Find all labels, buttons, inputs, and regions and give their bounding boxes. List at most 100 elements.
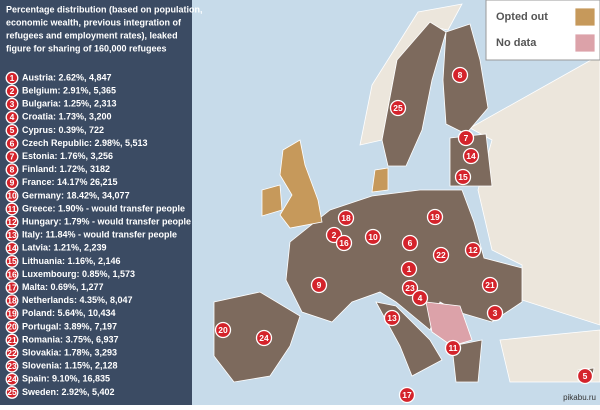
item-number: 24 [7,374,17,384]
item-text: Croatia: 1.73%, 3,200 [22,112,112,122]
item-number: 5 [10,125,15,135]
item-badge [5,268,19,281]
map-marker [411,289,429,307]
map-marker-label: 7 [464,133,469,143]
map-marker [335,234,353,252]
item-number: 4 [10,112,15,122]
item-text: Latvia: 1.21%, 2,239 [22,243,107,253]
map-marker-label: 9 [317,280,322,290]
map-marker-label: 16 [339,238,349,248]
item-number: 22 [7,348,17,358]
land-opted-out [371,167,389,193]
map-marker [398,386,416,404]
item-text: Netherlands: 4.35%, 8,047 [22,295,133,305]
map-marker [337,209,355,227]
map-marker [255,329,273,347]
item-text: Belgium: 2.91%, 5,365 [22,85,116,95]
map-marker [364,228,382,246]
map-marker-label: 24 [259,333,269,343]
map-marker-label: 4 [418,293,423,303]
item-badge [5,110,19,124]
item-text: Czech Republic: 2.98%, 5,513 [22,138,148,148]
item-text: Luxembourg: 0.85%, 1,573 [22,269,135,279]
item-badge [5,176,19,190]
map-marker [457,129,475,147]
map-marker [426,208,444,226]
map-marker [481,276,499,294]
map-marker [214,321,232,339]
map-marker-label: 22 [436,250,446,260]
item-badge [5,346,19,360]
item-number: 6 [10,138,15,148]
map-marker [432,246,450,264]
item-text: Sweden: 2.92%, 5,402 [22,387,115,397]
map-marker [310,276,328,294]
item-number: 18 [7,295,17,305]
item-badge [5,202,19,216]
item-badge [5,189,19,203]
item-number: 21 [7,335,17,345]
item-number: 14 [7,243,17,253]
item-badge [5,294,19,308]
land-opted-out [279,139,323,229]
item-badge [5,254,19,268]
panel-title: economic wealth, previous integration of [6,17,182,27]
map-marker [400,260,418,278]
map-marker-label: 2 [332,230,337,240]
item-badge [5,163,19,177]
item-text: Slovakia: 1.78%, 3,293 [22,347,117,357]
item-badge [5,333,19,347]
item-number: 1 [10,73,15,83]
item-text: Hungary: 1.79% - would transfer people [22,216,191,226]
item-text: Malta: 0.69%, 1,277 [22,282,104,292]
item-number: 10 [7,191,17,201]
item-badge [5,281,19,295]
item-text: Italy: 11.84% - would transfer people [22,230,177,240]
item-text: Bulgaria: 1.25%, 2,313 [22,99,117,109]
map-marker [401,279,419,297]
item-badge [5,359,19,373]
panel-title: refugees and employment rates), leaked [6,30,178,40]
item-number: 11 [8,204,17,214]
map-marker-label: 11 [449,343,458,353]
item-number: 9 [10,178,15,188]
item-badge [5,123,19,137]
item-badge [5,97,19,111]
map-marker-label: 15 [458,172,468,182]
map-marker-label: 13 [387,313,397,323]
item-badge [5,228,19,242]
side-panel [0,0,192,405]
map-marker-label: 20 [218,325,228,335]
item-text: Cyprus: 0.39%, 722 [22,125,104,135]
map-marker-label: 25 [393,103,403,113]
panel-title: Percentage distribution (based on popula… [6,4,203,14]
item-badge [5,372,19,386]
item-number: 20 [7,322,17,332]
land-opted-out [261,184,283,217]
item-number: 13 [7,230,17,240]
map-marker [464,241,482,259]
map-marker-label: 21 [485,280,495,290]
item-number: 8 [10,164,15,174]
legend-swatch-opted-out [574,7,596,27]
map-marker [576,367,594,385]
item-text: Portugal: 3.89%, 7,197 [22,321,117,331]
land-eu [381,21,447,167]
item-number: 12 [7,217,17,227]
item-number: 25 [7,387,17,397]
item-number: 16 [7,269,17,279]
item-badge [5,241,19,255]
map-marker-label: 3 [493,308,498,318]
item-text: Lithuania: 1.16%, 2,146 [22,256,121,266]
legend-swatch-no-data [574,33,596,53]
land-non-eu [499,329,600,383]
item-number: 17 [7,282,17,292]
map-marker [389,99,407,117]
item-number: 15 [7,256,17,266]
map-marker-label: 18 [341,213,351,223]
watermark: pikabu.ru [563,393,596,402]
item-number: 7 [10,151,15,161]
map-marker-label: 23 [405,283,415,293]
item-text: Estonia: 1.76%, 3,256 [22,151,113,161]
